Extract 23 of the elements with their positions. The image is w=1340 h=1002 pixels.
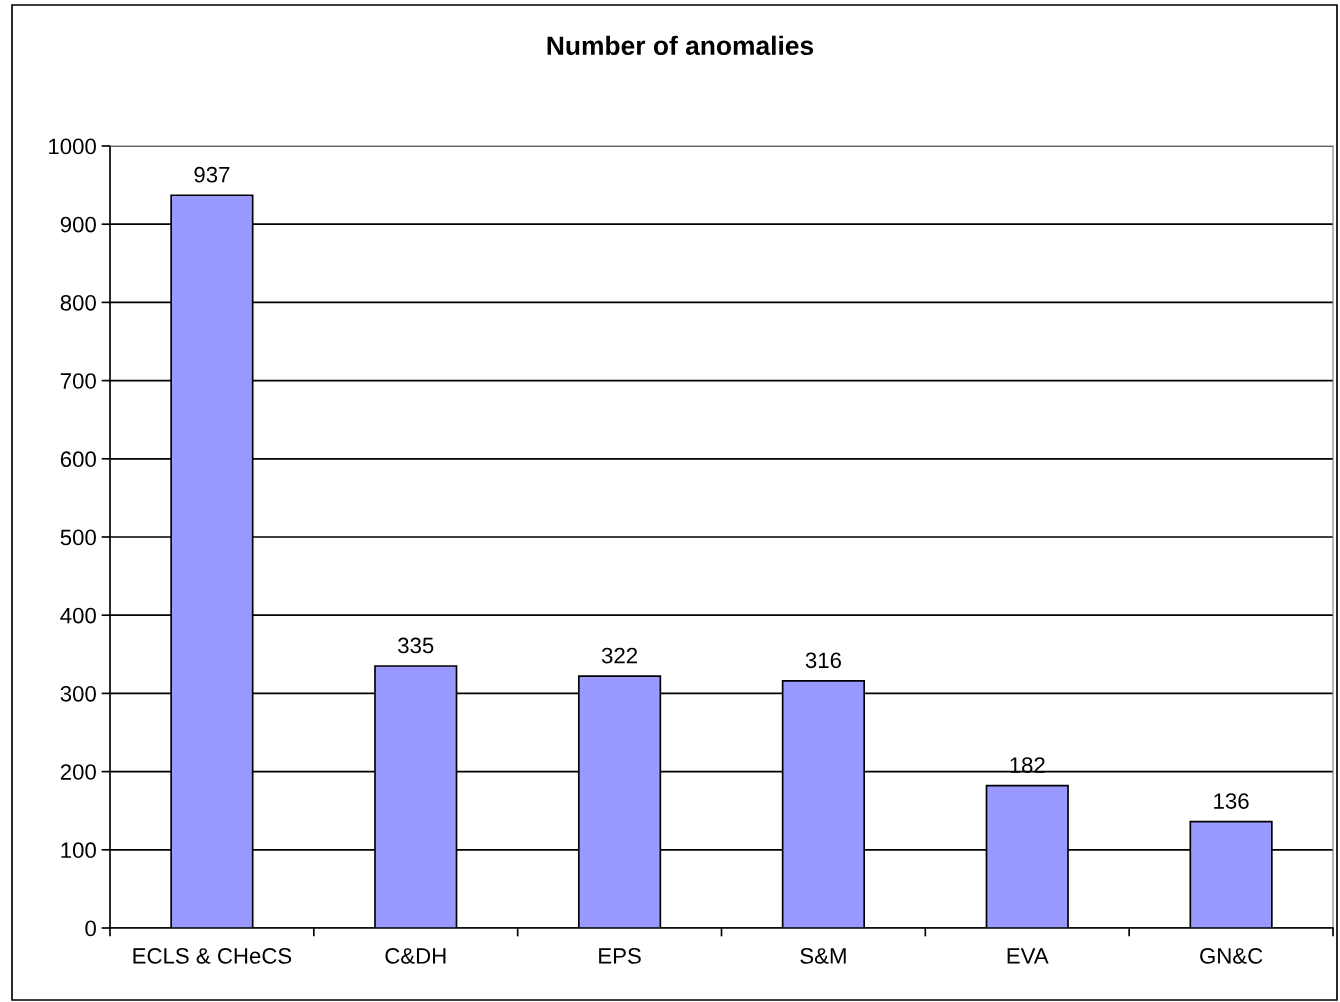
chart-title: Number of anomalies <box>547 35 814 56</box>
y-tick-label: 900 <box>60 216 96 233</box>
data-label: 136 <box>1214 793 1249 809</box>
y-tick-label: 600 <box>60 451 96 468</box>
x-tick-label: C&DH <box>385 948 446 964</box>
data-label: 316 <box>805 652 841 669</box>
y-tick-label: 800 <box>60 294 96 311</box>
x-tick-label: EPS <box>599 948 641 964</box>
y-tick-label: 500 <box>60 529 96 546</box>
x-tick-label: S&M <box>800 948 846 964</box>
data-label: 937 <box>194 166 230 183</box>
data-label: 335 <box>398 637 434 654</box>
y-tick-label: 100 <box>61 842 96 859</box>
y-tick-label: 0 <box>85 920 96 937</box>
x-tick-label: ECLS & CHeCS <box>133 948 292 964</box>
y-tick-label: 200 <box>60 764 96 780</box>
x-tick-label: EVA <box>1007 948 1049 964</box>
y-tick-label: 1000 <box>49 138 96 155</box>
y-tick-label: 300 <box>60 685 96 702</box>
x-tick-label: GN&C <box>1200 948 1263 964</box>
data-label: 322 <box>601 647 638 664</box>
y-tick-label: 400 <box>60 607 96 624</box>
y-tick-label: 700 <box>60 373 96 389</box>
